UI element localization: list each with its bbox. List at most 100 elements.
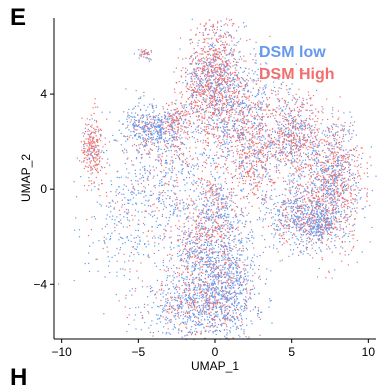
point-dsm-low xyxy=(326,219,328,221)
point-dsm-high xyxy=(108,141,111,143)
point-dsm-high xyxy=(333,146,335,148)
point-dsm-low xyxy=(210,62,212,64)
point-dsm-high xyxy=(262,125,264,127)
point-dsm-high xyxy=(216,231,218,233)
point-dsm-low xyxy=(114,202,117,204)
point-dsm-high xyxy=(247,120,249,122)
point-dsm-low xyxy=(111,184,113,186)
point-dsm-low xyxy=(145,122,147,124)
point-dsm-low xyxy=(177,239,179,241)
point-dsm-high xyxy=(191,89,193,91)
point-dsm-high xyxy=(327,182,330,184)
point-dsm-low xyxy=(116,189,118,191)
point-dsm-low xyxy=(121,193,123,195)
point-dsm-low xyxy=(204,239,206,241)
point-dsm-low xyxy=(299,243,301,245)
point-dsm-high xyxy=(195,62,197,64)
point-dsm-high xyxy=(216,146,218,148)
point-dsm-high xyxy=(216,123,218,125)
point-dsm-low xyxy=(228,306,230,308)
point-dsm-low xyxy=(132,122,134,125)
point-dsm-high xyxy=(212,112,215,115)
point-dsm-low xyxy=(359,189,361,191)
point-dsm-high xyxy=(200,285,202,287)
point-dsm-high xyxy=(322,119,324,121)
point-dsm-low xyxy=(203,327,205,329)
point-dsm-low xyxy=(244,307,246,309)
point-dsm-low xyxy=(322,181,324,183)
point-dsm-high xyxy=(185,126,187,128)
point-dsm-low xyxy=(225,298,227,300)
point-dsm-high xyxy=(305,230,307,232)
point-dsm-high xyxy=(345,153,347,155)
point-dsm-high xyxy=(172,122,174,124)
point-dsm-low xyxy=(236,292,238,294)
point-dsm-high xyxy=(191,272,193,274)
point-dsm-low xyxy=(314,216,316,218)
point-dsm-low xyxy=(235,244,237,246)
point-dsm-low xyxy=(184,109,186,111)
point-dsm-high xyxy=(310,176,312,178)
point-dsm-low xyxy=(178,317,180,319)
point-dsm-high xyxy=(341,183,343,185)
point-dsm-high xyxy=(208,92,210,94)
point-dsm-low xyxy=(211,282,213,284)
point-dsm-low xyxy=(125,149,128,151)
point-dsm-low xyxy=(232,296,234,298)
point-dsm-high xyxy=(165,120,167,122)
point-dsm-low xyxy=(226,300,229,302)
point-dsm-high xyxy=(309,142,311,144)
point-dsm-low xyxy=(256,74,258,76)
point-dsm-high xyxy=(95,146,97,148)
point-dsm-low xyxy=(187,237,189,240)
point-dsm-high xyxy=(191,265,194,267)
point-dsm-high xyxy=(251,166,253,169)
point-dsm-low xyxy=(213,113,215,115)
point-dsm-high xyxy=(185,243,187,245)
point-dsm-high xyxy=(204,116,206,118)
point-dsm-low xyxy=(233,281,235,283)
point-dsm-low xyxy=(198,132,200,134)
point-dsm-low xyxy=(162,292,164,294)
point-dsm-low xyxy=(203,303,205,305)
point-dsm-low xyxy=(316,176,319,178)
point-dsm-low xyxy=(314,131,316,133)
point-dsm-low xyxy=(319,222,321,224)
point-dsm-high xyxy=(180,127,182,129)
point-dsm-high xyxy=(192,250,194,252)
point-dsm-high xyxy=(201,228,203,230)
point-dsm-low xyxy=(163,203,165,205)
point-dsm-low xyxy=(205,281,207,283)
point-dsm-low xyxy=(265,197,267,199)
point-dsm-low xyxy=(289,148,292,150)
point-dsm-low xyxy=(148,116,151,118)
point-dsm-low xyxy=(148,60,150,62)
point-dsm-low xyxy=(128,115,130,117)
point-dsm-low xyxy=(159,125,161,127)
point-dsm-high xyxy=(340,228,342,230)
point-dsm-high xyxy=(126,126,129,128)
point-dsm-high xyxy=(221,288,223,290)
point-dsm-low xyxy=(158,249,160,252)
point-dsm-low xyxy=(238,161,241,163)
point-dsm-low xyxy=(277,90,279,92)
point-dsm-low xyxy=(166,302,168,304)
point-dsm-low xyxy=(243,280,245,282)
point-dsm-low xyxy=(308,169,310,171)
point-dsm-high xyxy=(259,132,261,134)
point-dsm-high xyxy=(214,219,216,221)
point-dsm-low xyxy=(343,154,345,157)
point-dsm-low xyxy=(337,158,339,160)
point-dsm-low xyxy=(239,283,241,285)
point-dsm-high xyxy=(224,295,226,297)
point-dsm-high xyxy=(98,128,100,130)
point-dsm-low xyxy=(184,265,186,268)
point-dsm-low xyxy=(245,104,248,106)
point-dsm-low xyxy=(274,130,276,132)
point-dsm-high xyxy=(243,55,245,57)
point-dsm-high xyxy=(335,213,337,215)
point-dsm-high xyxy=(216,26,218,28)
point-dsm-high xyxy=(239,132,242,134)
point-dsm-low xyxy=(246,241,248,243)
point-dsm-low xyxy=(341,241,343,243)
